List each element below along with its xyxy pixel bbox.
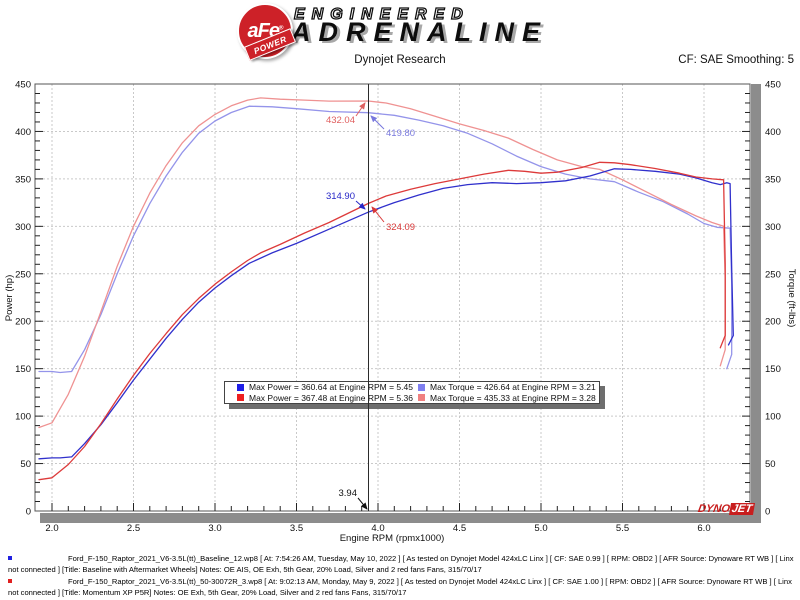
x-tick-label: 5.5 — [616, 523, 629, 534]
x-tick-label: 4.5 — [453, 523, 466, 534]
curve-baseline-torque — [38, 105, 733, 374]
y-tick-label-right: 350 — [765, 174, 781, 185]
y-tick-label-right: 100 — [765, 412, 781, 423]
annotation-label: 432.04 — [326, 115, 355, 126]
y-tick-label-right: 450 — [765, 80, 781, 91]
legend-entry-label: Max Torque = 426.64 at Engine RPM = 3.21 — [430, 382, 596, 393]
annotation-label: 419.80 — [386, 128, 415, 139]
legend-swatch-icon — [418, 383, 425, 391]
y-tick-label-left: 150 — [15, 364, 31, 375]
legend-swatch-icon — [237, 383, 244, 391]
x-tick-label: 3.5 — [290, 523, 303, 534]
cursor-line[interactable] — [367, 84, 369, 511]
y-axis-title-right: Torque (ft-lbs) — [786, 269, 797, 328]
run-note-text: Ford_F-150_Raptor_2021_V6-3.5L(tt)_Basel… — [8, 554, 794, 574]
legend-entry-label: Max Torque = 435.33 at Engine RPM = 3.28 — [430, 392, 596, 403]
run-bullet-icon — [8, 579, 12, 583]
y-tick-label-right: 300 — [765, 222, 781, 233]
x-axis-title: Engine RPM (rpmx1000) — [340, 533, 445, 544]
y-tick-label-right: 0 — [765, 507, 770, 518]
chart-title: Dynojet Research — [354, 54, 446, 66]
y-tick-label-right: 250 — [765, 269, 781, 280]
legend-entry: Max Power = 367.48 at Engine RPM = 5.36 — [237, 393, 418, 403]
dynojet-logo: DYNOJET — [696, 503, 756, 515]
annotation-label: 314.90 — [326, 191, 355, 202]
axis-shadow-right — [751, 84, 761, 523]
x-tick-label: 4.0 — [371, 523, 384, 534]
legend-box[interactable]: Max Power = 360.64 at Engine RPM = 5.45 M… — [224, 381, 600, 404]
y-tick-label-left: 450 — [15, 80, 31, 91]
plot-border — [34, 83, 751, 512]
y-tick-label-left: 200 — [15, 317, 31, 328]
legend-entry: Max Torque = 435.33 at Engine RPM = 3.28 — [418, 393, 599, 403]
y-tick-label-left: 350 — [15, 174, 31, 185]
annotation-label: 324.09 — [386, 222, 415, 233]
legend-swatch-icon — [237, 394, 244, 402]
annotation-arrow — [370, 115, 385, 130]
y-tick-label-left: 400 — [15, 127, 31, 138]
annotation-label: 3.94 — [339, 488, 358, 499]
y-tick-label-left: 250 — [15, 269, 31, 280]
legend-entry: Max Torque = 426.64 at Engine RPM = 3.21 — [418, 382, 599, 392]
run-note: Ford_F-150_Raptor_2021_V6-3.5L(tt)_Basel… — [0, 553, 794, 575]
run-note: Ford_F-150_Raptor_2021_V6-3.5L(tt)_50-30… — [0, 576, 794, 598]
run-note-text: Ford_F-150_Raptor_2021_V6-3.5L(tt)_50-30… — [8, 577, 792, 597]
legend-entry-label: Max Power = 360.64 at Engine RPM = 5.45 — [249, 382, 413, 393]
x-tick-label: 6.0 — [697, 523, 710, 534]
y-tick-label-right: 50 — [765, 459, 776, 470]
curve-momentum-torque — [38, 97, 726, 429]
x-tick-label: 2.5 — [127, 523, 140, 534]
y-axis-title-left: Power (hp) — [4, 275, 15, 321]
legend-swatch-icon — [418, 394, 425, 402]
x-tick-label: 3.0 — [208, 523, 221, 534]
annotation-arrow — [355, 102, 366, 117]
legend-entry: Max Power = 360.64 at Engine RPM = 5.45 — [237, 382, 418, 392]
dynojet-logo-jet: JET — [728, 503, 756, 515]
axis-shadow-bottom — [40, 513, 761, 523]
annotation-arrow — [357, 497, 368, 510]
logo-engineered-text: ENGINEERED — [293, 5, 470, 23]
y-tick-label-left: 50 — [20, 459, 31, 470]
annotation-arrow — [371, 206, 385, 223]
y-tick-label-left: 100 — [15, 412, 31, 423]
y-tick-label-left: 300 — [15, 222, 31, 233]
run-notes: Ford_F-150_Raptor_2021_V6-3.5L(tt)_Basel… — [0, 553, 794, 599]
run-bullet-icon — [8, 556, 12, 560]
smoothing-label: CF: SAE Smoothing: 5 — [678, 54, 794, 66]
y-tick-label-right: 200 — [765, 317, 781, 328]
x-tick-label: 5.0 — [534, 523, 547, 534]
x-tick-label: 2.0 — [45, 523, 58, 534]
y-tick-label-right: 150 — [765, 364, 781, 375]
y-tick-label-left: 0 — [26, 507, 31, 518]
curve-baseline-power — [38, 168, 734, 460]
annotation-arrow — [355, 200, 366, 210]
dynojet-logo-dyno: DYNO — [696, 503, 731, 515]
legend-entry-label: Max Power = 367.48 at Engine RPM = 5.36 — [249, 392, 413, 403]
logo-adrenaline-text: ADRENALINE — [291, 17, 549, 47]
y-tick-label-right: 400 — [765, 127, 781, 138]
curve-momentum-power — [38, 161, 726, 481]
